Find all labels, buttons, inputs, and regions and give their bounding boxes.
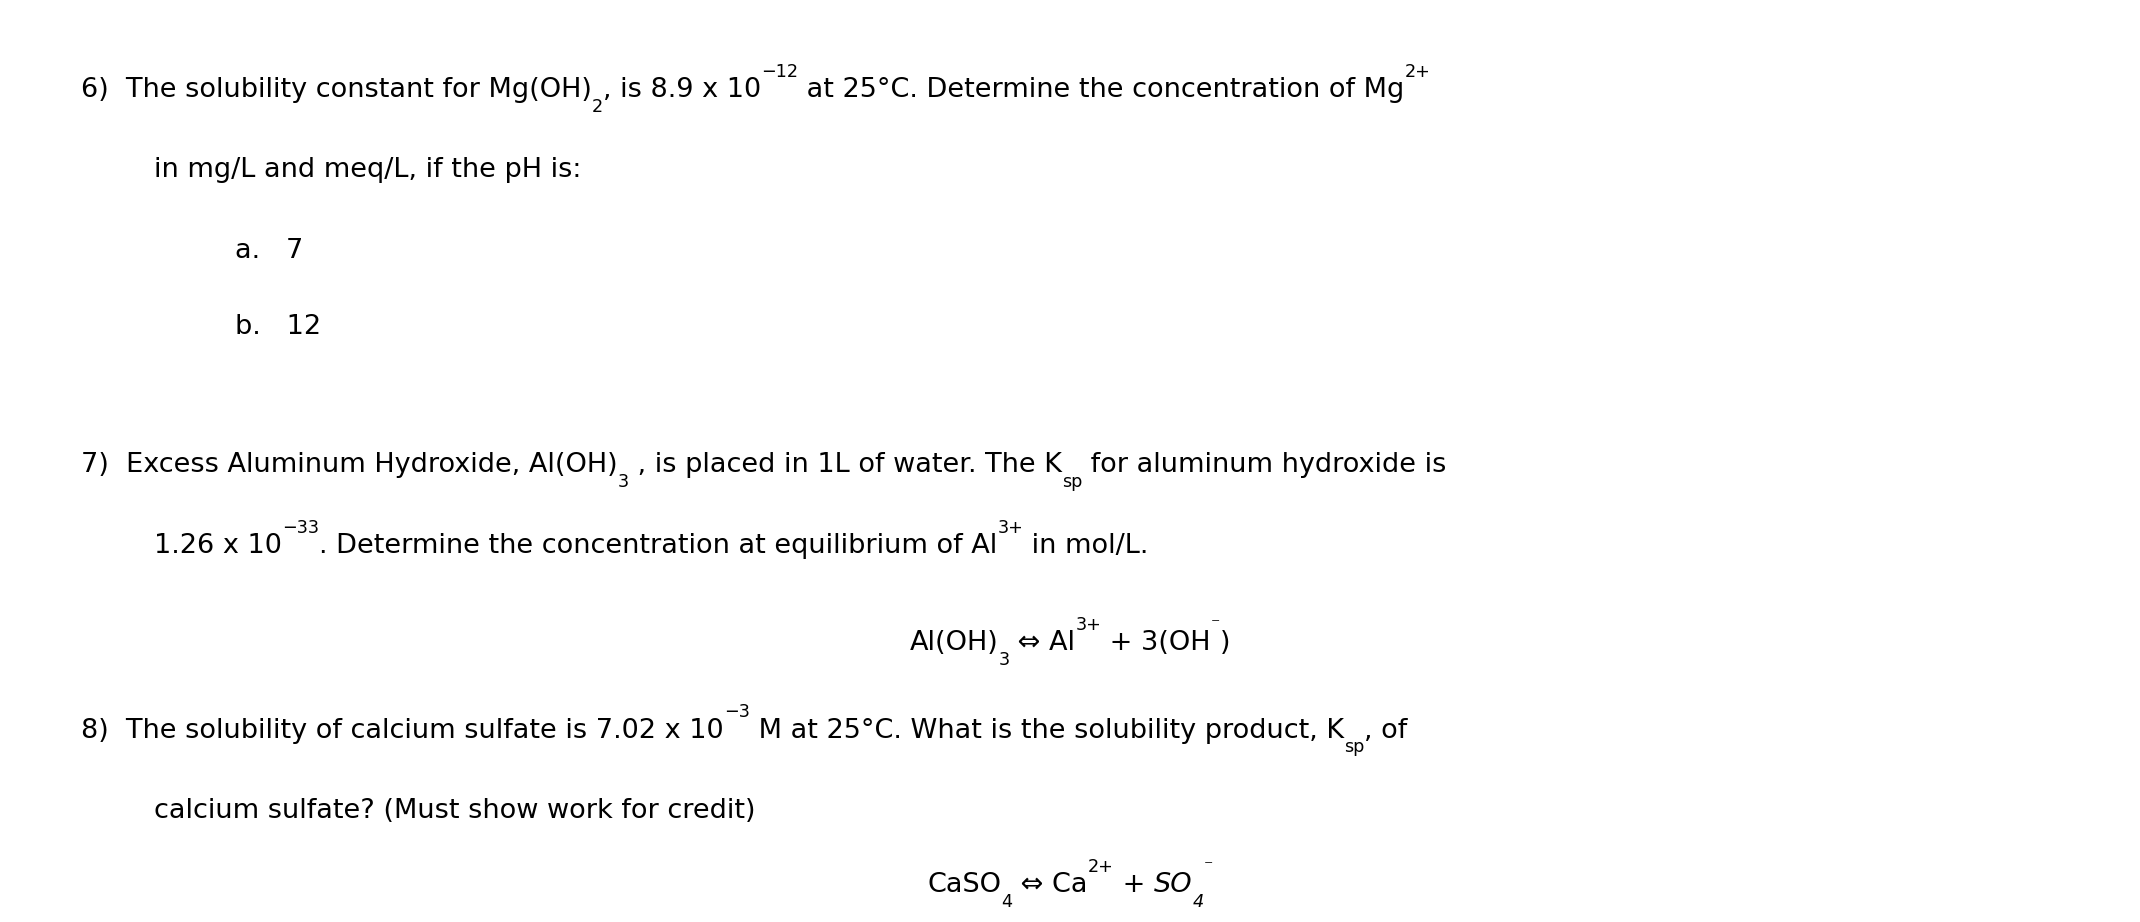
Text: ⁻: ⁻ [1211,616,1220,633]
Text: −3: −3 [723,703,749,721]
Text: +: + [1113,872,1153,899]
Text: 3: 3 [997,651,1010,668]
Text: , of: , of [1365,717,1408,744]
Text: b.   12: b. 12 [235,313,321,340]
Text: CaSO: CaSO [927,872,1002,899]
Text: SO: SO [1153,872,1192,899]
Text: Al(OH): Al(OH) [910,630,997,656]
Text: −33: −33 [282,519,319,537]
Text: ⁻: ⁻ [1203,858,1213,876]
Text: 3+: 3+ [997,519,1023,537]
Text: ⇔ Ca: ⇔ Ca [1012,872,1087,899]
Text: calcium sulfate? (Must show work for credit): calcium sulfate? (Must show work for cre… [154,798,755,824]
Text: in mol/L.: in mol/L. [1023,533,1149,560]
Text: in mg/L and meq/L, if the pH is:: in mg/L and meq/L, if the pH is: [154,157,582,183]
Text: M at 25°C. What is the solubility product, K: M at 25°C. What is the solubility produc… [749,717,1344,744]
Text: 3: 3 [618,473,629,491]
Text: sp: sp [1061,473,1083,491]
Text: a.   7: a. 7 [235,238,304,265]
Text: 4: 4 [1002,893,1012,911]
Text: for aluminum hydroxide is: for aluminum hydroxide is [1083,452,1447,479]
Text: + 3(OH: + 3(OH [1102,630,1211,656]
Text: 2: 2 [593,98,603,115]
Text: 8)  The solubility of calcium sulfate is 7.02 x 10: 8) The solubility of calcium sulfate is … [81,717,723,744]
Text: 4: 4 [1192,893,1203,911]
Text: , is placed in 1L of water. The K: , is placed in 1L of water. The K [629,452,1061,479]
Text: ): ) [1220,630,1230,656]
Text: . Determine the concentration at equilibrium of Al: . Determine the concentration at equilib… [319,533,997,560]
Text: 3+: 3+ [1076,616,1102,633]
Text: ⇔ Al: ⇔ Al [1010,630,1076,656]
Text: 6)  The solubility constant for Mg(OH): 6) The solubility constant for Mg(OH) [81,77,593,103]
Text: 2+: 2+ [1404,63,1430,80]
Text: 2+: 2+ [1087,858,1113,876]
Text: sp: sp [1344,739,1365,756]
Text: 1.26 x 10: 1.26 x 10 [154,533,282,560]
Text: 7)  Excess Aluminum Hydroxide, Al(OH): 7) Excess Aluminum Hydroxide, Al(OH) [81,452,618,479]
Text: , is 8.9 x 10: , is 8.9 x 10 [603,77,762,103]
Text: −12: −12 [762,63,798,80]
Text: at 25°C. Determine the concentration of Mg: at 25°C. Determine the concentration of … [798,77,1404,103]
